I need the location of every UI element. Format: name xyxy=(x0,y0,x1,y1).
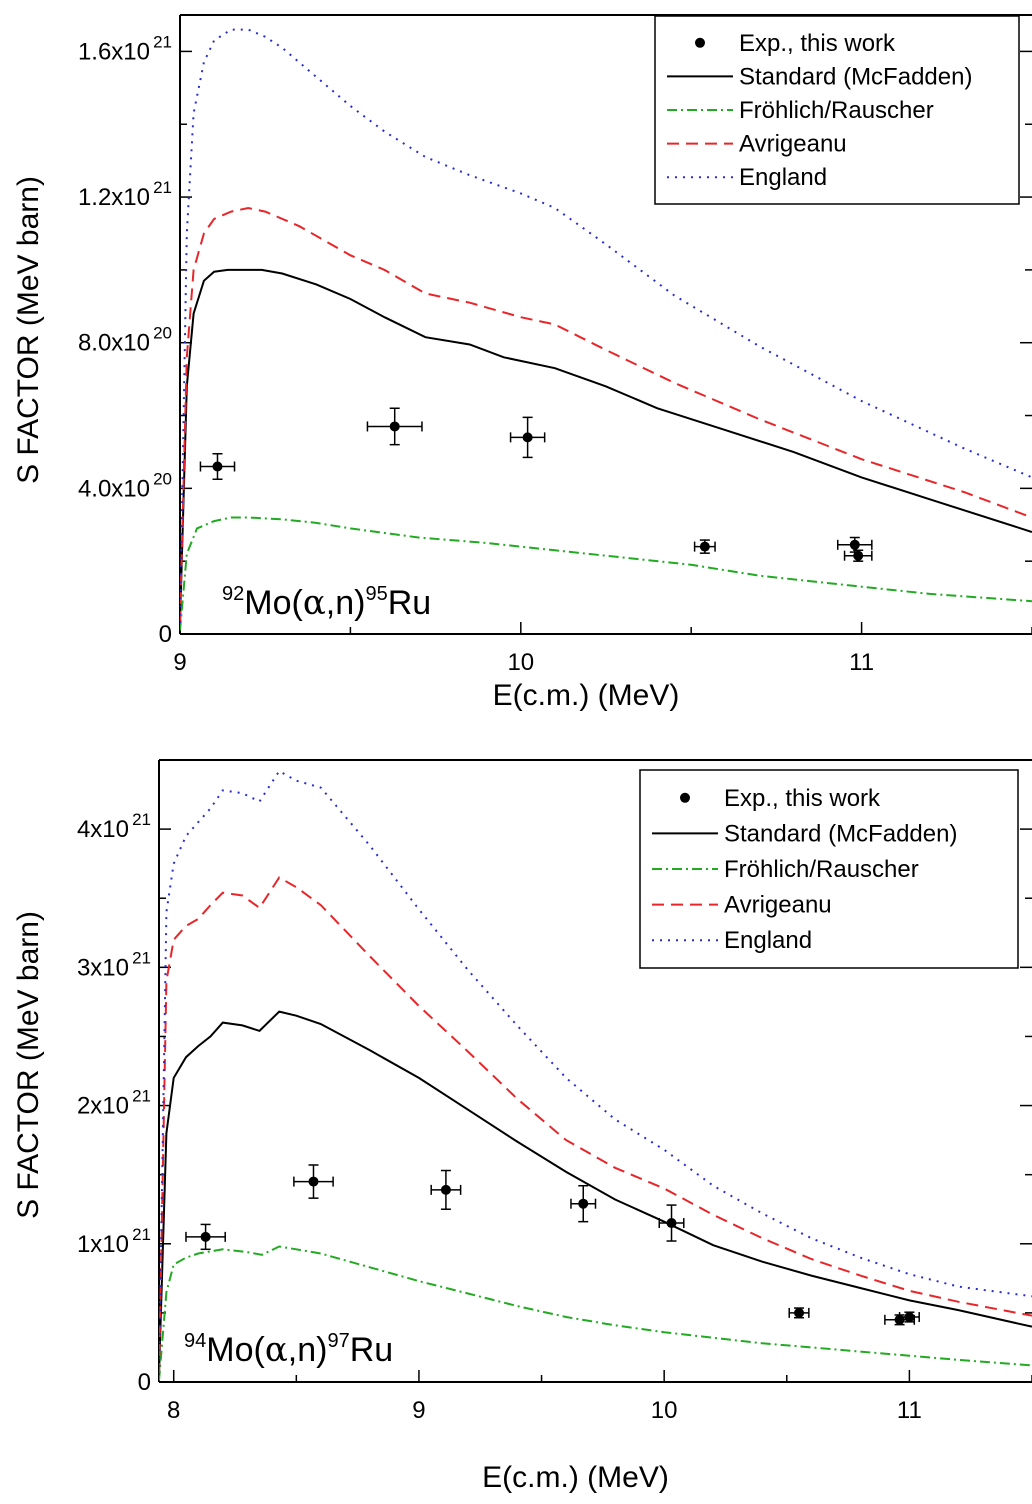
legend-box xyxy=(639,769,1019,969)
y-tick-exponent: 21 xyxy=(153,178,172,197)
y-tick-label: 8.0x10 xyxy=(78,330,150,357)
legend-label: Avrigeanu xyxy=(724,892,832,919)
legend-label: Exp., this work xyxy=(739,30,896,57)
data-point xyxy=(666,1218,677,1229)
series-line-standard xyxy=(159,1010,1032,1376)
legend-label: Exp., this work xyxy=(724,785,881,812)
y-tick-label: 3x10 xyxy=(77,954,129,981)
reaction-product-mass: 95 xyxy=(365,583,387,605)
reaction-product-mass: 97 xyxy=(327,1330,349,1352)
legend-label: Standard (McFadden) xyxy=(739,63,972,90)
y-tick-exponent: 20 xyxy=(153,324,172,343)
y-tick-base: 1.2x10 xyxy=(78,184,150,211)
plot-area xyxy=(180,28,1032,631)
y-tick-label: 1.2x10 xyxy=(78,184,150,211)
y-axis-title: S FACTOR (MeV barn) xyxy=(12,176,45,484)
y-tick-base: 1.6x10 xyxy=(78,38,150,65)
y-tick-exponent: 21 xyxy=(132,810,151,829)
reaction-label: 94Mo(α,n)97Ru xyxy=(184,1330,393,1370)
reaction-neutron: ,n) xyxy=(288,1331,328,1369)
y-tick-label: 0 xyxy=(159,621,172,648)
legend-marker-point xyxy=(695,37,705,48)
series-line-frohlich xyxy=(159,1245,1032,1381)
x-tick-label: 10 xyxy=(507,649,534,676)
data-point xyxy=(212,461,223,472)
data-point xyxy=(440,1184,451,1195)
series-line-standard xyxy=(180,268,1032,624)
y-tick-exponent: 20 xyxy=(153,469,172,488)
y-tick-label: 2x10 xyxy=(77,1093,129,1120)
reaction-mass-number: 92 xyxy=(222,583,244,605)
legend-label: Avrigeanu xyxy=(739,131,847,158)
y-axis-title: S FACTOR (MeV barn) xyxy=(12,911,45,1219)
legend-label: Fröhlich/Rauscher xyxy=(739,97,934,124)
x-tick-label: 9 xyxy=(173,649,186,676)
x-tick-label: 10 xyxy=(651,1397,678,1424)
data-point xyxy=(200,1231,211,1242)
reaction-neutron: ,n) xyxy=(326,584,366,622)
y-tick-base: 0 xyxy=(159,621,172,648)
y-tick-exponent: 21 xyxy=(132,948,151,967)
y-tick-base: 3x10 xyxy=(77,954,129,981)
data-point xyxy=(522,432,533,443)
legend: Exp., this work Standard (McFadden) Fröhli… xyxy=(639,769,1019,969)
reaction-product: Ru xyxy=(350,1331,393,1369)
y-tick-label: 4x10 xyxy=(77,816,129,843)
reaction-target: Mo( xyxy=(244,584,303,622)
legend-label: England xyxy=(724,927,812,954)
reaction-target: Mo( xyxy=(206,1331,265,1369)
y-tick-base: 4x10 xyxy=(77,816,129,843)
x-tick-label: 11 xyxy=(849,649,874,676)
data-point xyxy=(904,1312,915,1323)
y-tick-exponent: 21 xyxy=(132,1225,151,1244)
x-axis-title: E(c.m.) (MeV) xyxy=(493,679,680,712)
legend-label: England xyxy=(739,164,827,191)
data-point xyxy=(699,541,710,552)
y-tick-label: 1.6x10 xyxy=(78,38,150,65)
y-tick-exponent: 21 xyxy=(132,1087,151,1106)
y-tick-label: 1x10 xyxy=(77,1231,129,1258)
legend-marker-point xyxy=(680,792,690,803)
x-axis-title: E(c.m.) (MeV) xyxy=(482,1461,669,1494)
y-tick-base: 4.0x10 xyxy=(78,475,150,502)
y-tick-exponent: 21 xyxy=(153,32,172,51)
y-tick-base: 1x10 xyxy=(77,1231,129,1258)
data-point xyxy=(578,1198,589,1209)
data-point xyxy=(389,421,400,432)
reaction-mass-number: 94 xyxy=(184,1330,206,1352)
data-point xyxy=(849,539,860,550)
y-tick-base: 0 xyxy=(138,1369,151,1396)
y-tick-label: 4.0x10 xyxy=(78,475,150,502)
series-line-frohlich xyxy=(180,516,1032,631)
plot-area xyxy=(159,769,1032,1381)
reaction-alpha: α xyxy=(265,1330,288,1370)
legend-label: Standard (McFadden) xyxy=(724,820,957,847)
data-point xyxy=(794,1307,805,1318)
series-line-avrigeanu xyxy=(159,876,1032,1376)
y-tick-base: 2x10 xyxy=(77,1093,129,1120)
x-tick-label: 9 xyxy=(412,1397,425,1424)
legend-label: Fröhlich/Rauscher xyxy=(724,856,919,883)
x-tick-label: 11 xyxy=(897,1397,922,1424)
x-tick-label: 8 xyxy=(167,1397,180,1424)
data-point xyxy=(853,550,864,561)
reaction-product: Ru xyxy=(388,584,431,622)
legend: Exp., this work Standard (McFadden) Fröhli… xyxy=(654,15,1020,205)
data-point xyxy=(308,1176,319,1187)
y-tick-base: 8.0x10 xyxy=(78,330,150,357)
reaction-label: 92Mo(α,n)95Ru xyxy=(222,583,431,623)
y-tick-label: 0 xyxy=(138,1369,151,1396)
reaction-alpha: α xyxy=(303,583,326,623)
series-line-avrigeanu xyxy=(180,206,1032,624)
